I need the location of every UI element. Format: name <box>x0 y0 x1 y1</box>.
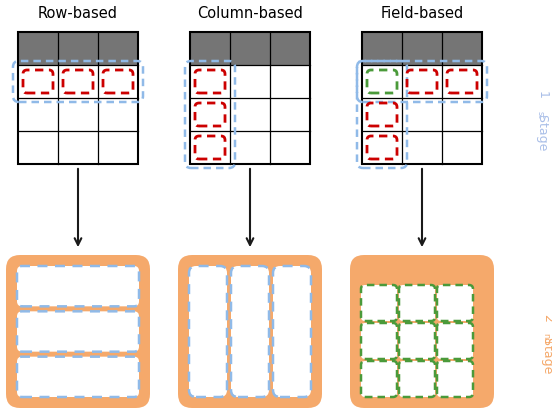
FancyBboxPatch shape <box>361 285 397 321</box>
FancyBboxPatch shape <box>437 361 473 397</box>
FancyBboxPatch shape <box>361 361 397 397</box>
Bar <box>362 32 482 164</box>
FancyBboxPatch shape <box>399 361 435 397</box>
FancyBboxPatch shape <box>17 357 139 397</box>
FancyBboxPatch shape <box>350 255 494 408</box>
Text: nd: nd <box>541 333 550 343</box>
Text: Row-based: Row-based <box>38 6 118 21</box>
Bar <box>18 32 138 65</box>
Bar <box>190 32 310 65</box>
FancyBboxPatch shape <box>437 285 473 321</box>
FancyBboxPatch shape <box>231 266 269 397</box>
FancyBboxPatch shape <box>361 323 397 359</box>
Bar <box>18 65 138 164</box>
Text: Stage: Stage <box>541 333 552 373</box>
Bar <box>18 32 138 164</box>
Bar <box>190 32 310 164</box>
FancyBboxPatch shape <box>399 323 435 359</box>
FancyBboxPatch shape <box>399 285 435 321</box>
Text: Field-based: Field-based <box>380 6 464 21</box>
FancyBboxPatch shape <box>273 266 311 397</box>
Text: Column-based: Column-based <box>197 6 303 21</box>
Bar <box>190 65 310 164</box>
FancyBboxPatch shape <box>437 323 473 359</box>
Bar <box>362 65 482 164</box>
Text: 2: 2 <box>541 314 552 322</box>
Text: st: st <box>536 111 545 119</box>
FancyBboxPatch shape <box>6 255 150 408</box>
FancyBboxPatch shape <box>178 255 322 408</box>
FancyBboxPatch shape <box>17 311 139 352</box>
Text: Stage: Stage <box>536 110 549 150</box>
Text: 1: 1 <box>536 91 549 99</box>
FancyBboxPatch shape <box>189 266 227 397</box>
Bar <box>362 32 482 65</box>
FancyBboxPatch shape <box>17 266 139 306</box>
